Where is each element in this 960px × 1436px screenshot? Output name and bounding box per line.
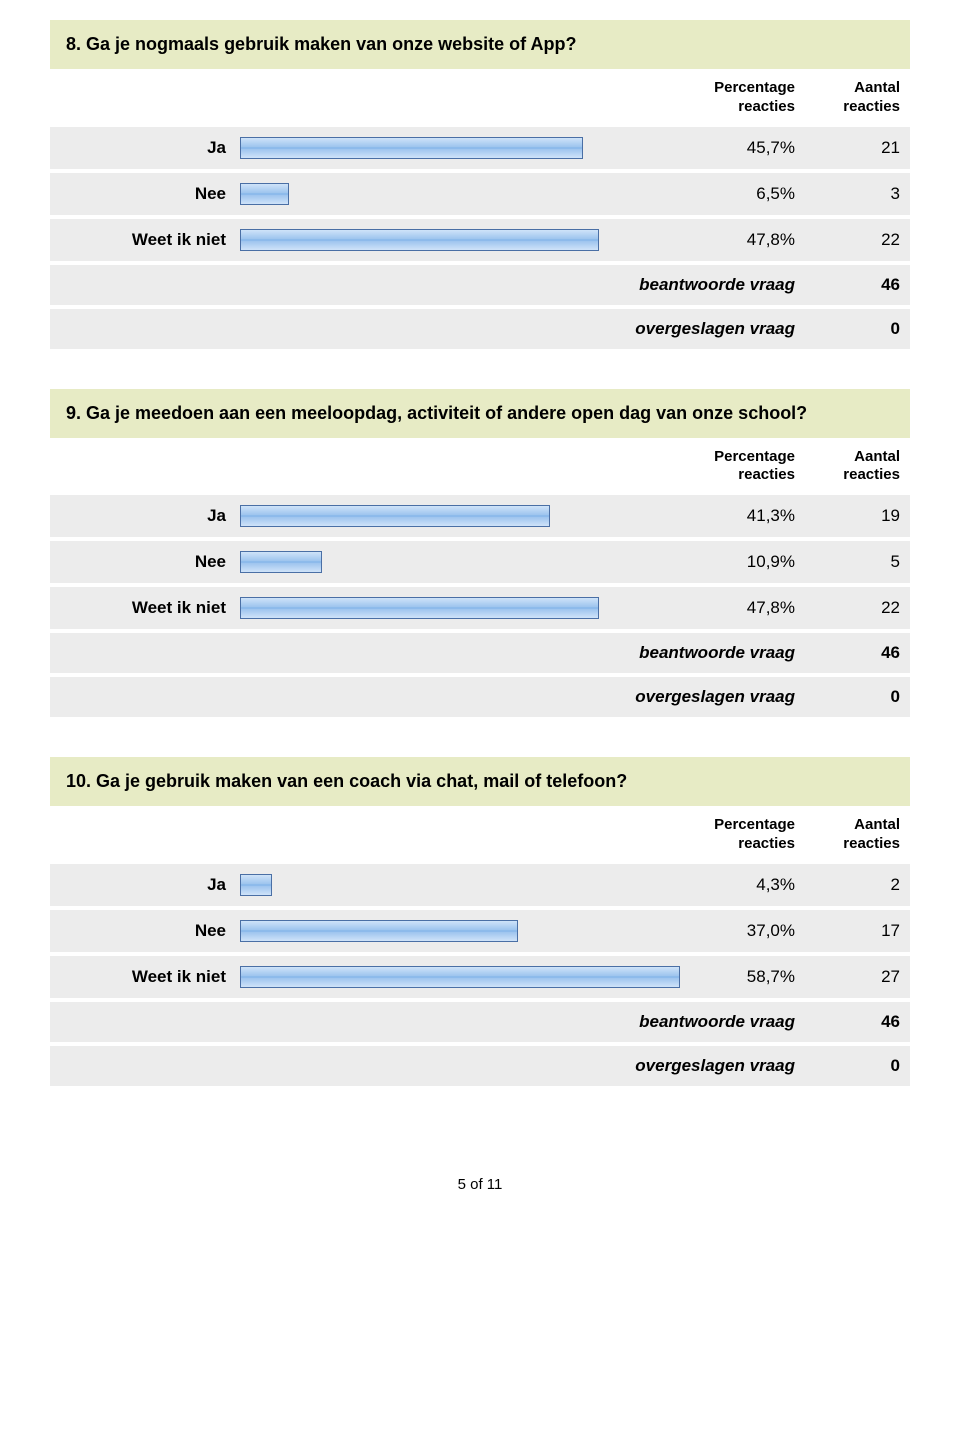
answered-value: 46 [795, 275, 900, 295]
bar-track [240, 597, 690, 619]
answer-count: 5 [795, 552, 900, 572]
answer-label: Weet ik niet [60, 967, 240, 987]
skipped-value: 0 [795, 319, 900, 339]
answer-label: Nee [60, 184, 240, 204]
answer-label: Ja [60, 506, 240, 526]
question-title: 9. Ga je meedoen aan een meeloopdag, act… [50, 389, 910, 438]
answer-count: 17 [795, 921, 900, 941]
col-header-percentage: Percentagereacties [690, 816, 795, 854]
answer-percentage: 58,7% [690, 967, 795, 987]
answer-count: 19 [795, 506, 900, 526]
column-header-row: PercentagereactiesAantalreacties [50, 69, 910, 127]
col-header-percentage: Percentagereacties [690, 448, 795, 486]
answer-percentage: 6,5% [690, 184, 795, 204]
bar-track [240, 183, 690, 205]
bar-track [240, 551, 690, 573]
bar-track [240, 505, 690, 527]
answered-label: beantwoorde vraag [639, 643, 795, 663]
question-title: 10. Ga je gebruik maken van een coach vi… [50, 757, 910, 806]
skipped-summary-row: overgeslagen vraag0 [50, 309, 910, 349]
answer-row: Nee 10,9%5 [50, 541, 910, 583]
col-header-count: Aantalreacties [795, 79, 900, 117]
answer-row: Ja 45,7%21 [50, 127, 910, 169]
answer-count: 27 [795, 967, 900, 987]
bar-fill [240, 229, 599, 251]
bar-fill [240, 505, 550, 527]
answered-summary-row: beantwoorde vraag46 [50, 633, 910, 673]
answered-value: 46 [795, 1012, 900, 1032]
answered-label: beantwoorde vraag [639, 275, 795, 295]
col-header-count: Aantalreacties [795, 816, 900, 854]
answered-summary-row: beantwoorde vraag46 [50, 265, 910, 305]
bar-fill [240, 183, 289, 205]
answered-summary-row: beantwoorde vraag46 [50, 1002, 910, 1042]
answer-percentage: 37,0% [690, 921, 795, 941]
answer-label: Weet ik niet [60, 598, 240, 618]
answer-label: Nee [60, 552, 240, 572]
answer-percentage: 41,3% [690, 506, 795, 526]
bar-fill [240, 966, 680, 988]
bar-fill [240, 597, 599, 619]
answer-label: Ja [60, 875, 240, 895]
bar-track [240, 229, 690, 251]
answer-row: Ja 41,3%19 [50, 495, 910, 537]
answer-count: 21 [795, 138, 900, 158]
skipped-label: overgeslagen vraag [635, 687, 795, 707]
page-footer: 5 of 11 [50, 1176, 910, 1193]
answer-row: Ja 4,3%2 [50, 864, 910, 906]
answer-row: Weet ik niet 47,8%22 [50, 587, 910, 629]
skipped-label: overgeslagen vraag [635, 319, 795, 339]
bar-track [240, 920, 690, 942]
col-header-percentage: Percentagereacties [690, 79, 795, 117]
answer-row: Weet ik niet 47,8%22 [50, 219, 910, 261]
questions-container: 8. Ga je nogmaals gebruik maken van onze… [50, 20, 910, 1086]
answered-label: beantwoorde vraag [639, 1012, 795, 1032]
col-header-count: Aantalreacties [795, 448, 900, 486]
answer-percentage: 45,7% [690, 138, 795, 158]
skipped-label: overgeslagen vraag [635, 1056, 795, 1076]
answer-count: 2 [795, 875, 900, 895]
answer-row: Nee 37,0%17 [50, 910, 910, 952]
answered-value: 46 [795, 643, 900, 663]
bar-fill [240, 551, 322, 573]
bar-track [240, 137, 690, 159]
column-header-row: PercentagereactiesAantalreacties [50, 438, 910, 496]
question-block: 8. Ga je nogmaals gebruik maken van onze… [50, 20, 910, 349]
answer-row: Weet ik niet 58,7%27 [50, 956, 910, 998]
answer-count: 3 [795, 184, 900, 204]
answer-label: Nee [60, 921, 240, 941]
answer-label: Ja [60, 138, 240, 158]
answer-percentage: 4,3% [690, 875, 795, 895]
answer-count: 22 [795, 230, 900, 250]
bar-track [240, 966, 690, 988]
answer-percentage: 47,8% [690, 598, 795, 618]
question-title: 8. Ga je nogmaals gebruik maken van onze… [50, 20, 910, 69]
answer-count: 22 [795, 598, 900, 618]
bar-fill [240, 137, 583, 159]
column-header-row: PercentagereactiesAantalreacties [50, 806, 910, 864]
bar-track [240, 874, 690, 896]
bar-fill [240, 920, 518, 942]
answer-percentage: 47,8% [690, 230, 795, 250]
skipped-summary-row: overgeslagen vraag0 [50, 677, 910, 717]
answer-row: Nee 6,5%3 [50, 173, 910, 215]
question-block: 10. Ga je gebruik maken van een coach vi… [50, 757, 910, 1086]
skipped-summary-row: overgeslagen vraag0 [50, 1046, 910, 1086]
skipped-value: 0 [795, 1056, 900, 1076]
answer-label: Weet ik niet [60, 230, 240, 250]
answer-percentage: 10,9% [690, 552, 795, 572]
question-block: 9. Ga je meedoen aan een meeloopdag, act… [50, 389, 910, 718]
skipped-value: 0 [795, 687, 900, 707]
bar-fill [240, 874, 272, 896]
